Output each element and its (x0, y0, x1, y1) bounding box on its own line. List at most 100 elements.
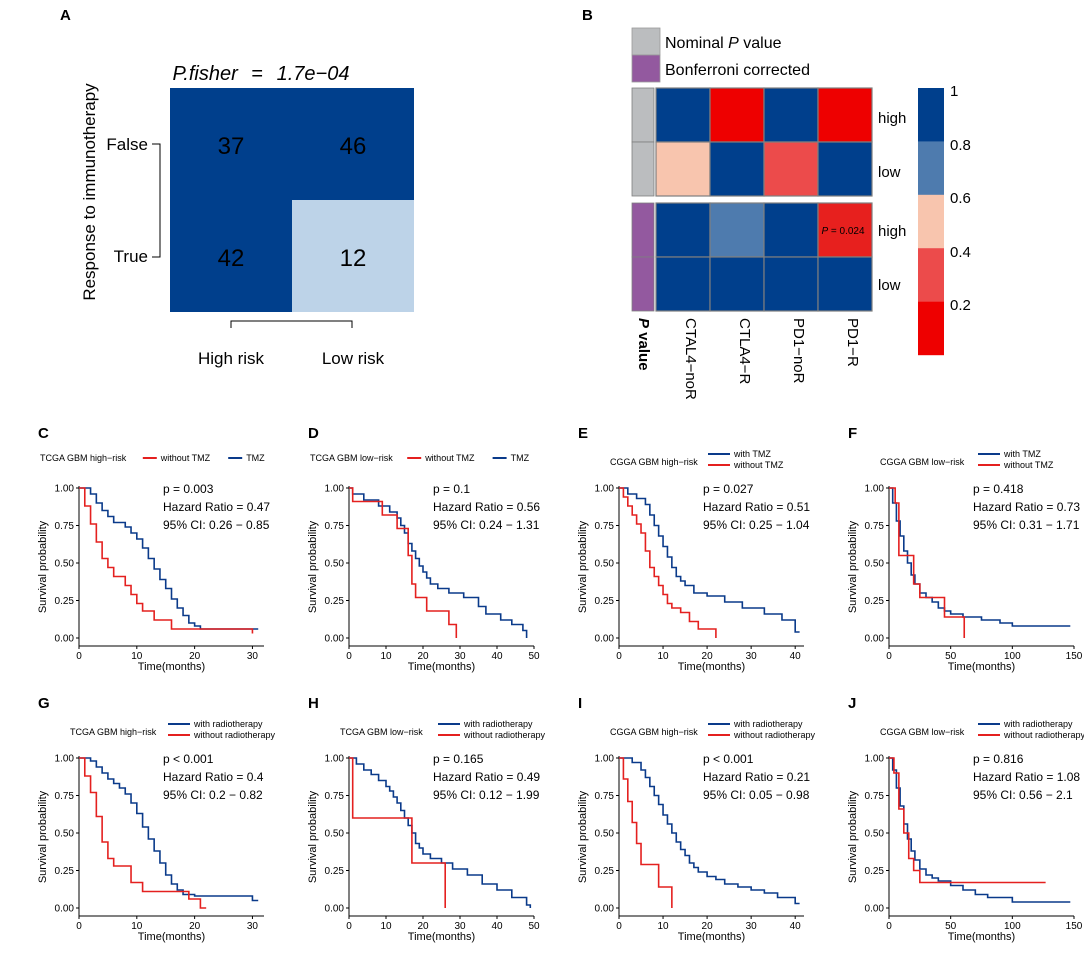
panel-label-j: J (848, 695, 856, 712)
y-tick-label: 0.00 (55, 904, 75, 915)
y-tick-label: 0.25 (865, 596, 885, 607)
colorbar-tick: 0.6 (950, 190, 971, 207)
colorbar-segment (918, 141, 944, 195)
km-panel-j: J CGGA GBM low−risk with radiotherapywitho… (847, 695, 1084, 943)
x-tick-label: 30 (746, 651, 758, 662)
x-tick-label: 20 (189, 921, 201, 932)
y-tick-label: 1.00 (55, 754, 75, 765)
heatmap-cell (709, 141, 765, 197)
legend-label: without TMZ (160, 453, 211, 463)
heatmap-cell (709, 202, 765, 258)
y-axis-label: Survival probability (577, 520, 589, 613)
legend-label: with TMZ (733, 449, 771, 459)
x-tick-label: 0 (616, 651, 622, 662)
legend-label: without TMZ (1003, 460, 1054, 470)
legend-label: with TMZ (1003, 449, 1041, 459)
x-tick-label: 40 (491, 921, 503, 932)
x-tick-label: 30 (247, 921, 259, 932)
x-tick-label: 150 (1066, 921, 1083, 932)
km-stat: 95% CI: 0.26 − 0.85 (163, 518, 270, 532)
x-tick-label: 10 (131, 651, 143, 662)
x-tick-label: 30 (746, 921, 758, 932)
x-tick-label: 20 (417, 651, 429, 662)
colorbar-tick: 0.2 (950, 297, 971, 314)
row-label-true: True (114, 247, 148, 266)
heatmap-cell (655, 202, 711, 258)
panel-label-g: G (38, 695, 50, 712)
km-stat: p = 0.027 (703, 482, 754, 496)
y-axis-label: Survival probability (37, 790, 49, 883)
fisher-title-eq: = (251, 63, 263, 85)
km-stat: Hazard Ratio = 0.21 (703, 770, 810, 784)
y-tick-label: 0.50 (325, 829, 345, 840)
legend-label-bonferroni: Bonferroni corrected (665, 62, 810, 79)
km-title: CGGA GBM high−risk (610, 727, 698, 737)
group-bar-cell (631, 256, 655, 312)
km-stat: 95% CI: 0.12 − 1.99 (433, 788, 540, 802)
legend-label: without TMZ (424, 453, 475, 463)
y-tick-label: 0.00 (595, 634, 615, 645)
km-curve-red (349, 487, 458, 638)
x-tick-label: 10 (380, 921, 392, 932)
y-tick-label: 0.50 (865, 829, 885, 840)
x-tick-label: 40 (790, 921, 802, 932)
x-axis-label: Time(months) (948, 931, 1015, 943)
km-stat: 95% CI: 0.31 − 1.71 (973, 518, 1080, 532)
pvalue-axis-label: P value (635, 318, 652, 371)
y-tick-label: 0.75 (865, 791, 885, 802)
colorbar (918, 88, 944, 356)
y-tick-label: 0.00 (55, 634, 75, 645)
y-tick-label: 0.50 (865, 559, 885, 570)
km-curve-blue (889, 757, 1071, 903)
heatmap-cell (763, 202, 819, 258)
legend-swatch-nominal (631, 27, 661, 56)
heatmap-cell (655, 256, 711, 312)
panel-label-f: F (848, 425, 857, 442)
group-annotation-bar (631, 87, 655, 312)
heatmap-col-label: PD1−noR (790, 318, 807, 384)
y-tick-label: 0.25 (595, 596, 615, 607)
y-axis-label: Survival probability (847, 520, 859, 613)
legend-label-nominal: Nominal P value (665, 35, 782, 52)
x-tick-label: 30 (247, 651, 259, 662)
x-tick-label: 30 (454, 921, 466, 932)
panel-label-b: B (582, 7, 593, 24)
x-tick-label: 0 (886, 651, 892, 662)
heatmap-col-label: PD1−R (844, 318, 861, 367)
heatmap-col-label: CTAL4−noR (682, 318, 699, 400)
heatmap-cell (763, 256, 819, 312)
km-stat: 95% CI: 0.05 − 0.98 (703, 788, 810, 802)
km-panel-d: D TCGA GBM low−risk without TMZ TMZ 0.00 0.25… (307, 425, 540, 673)
km-stat: Hazard Ratio = 1.08 (973, 770, 1080, 784)
y-tick-label: 0.75 (865, 521, 885, 532)
count-false-high: 37 (218, 133, 245, 160)
y-tick-label: 0.75 (325, 791, 345, 802)
fisher-title-prefix: P.fisher (173, 63, 240, 85)
colorbar-segment (918, 88, 944, 142)
km-title: TCGA GBM high−risk (70, 727, 157, 737)
x-tick-label: 50 (528, 921, 540, 932)
cell-annotation: P = 0.024 (821, 226, 865, 237)
y-tick-label: 0.75 (55, 791, 75, 802)
x-tick-label: 10 (380, 651, 392, 662)
y-tick-label: 0.00 (595, 904, 615, 915)
x-axis-label: Time(months) (678, 661, 745, 673)
km-curve-red (619, 487, 717, 638)
y-axis-label: Survival probability (37, 520, 49, 613)
x-tick-label: 20 (702, 651, 714, 662)
km-panels: C TCGA GBM high−risk without TMZ TMZ 0.00 0.2… (37, 425, 1084, 943)
heatmap-cell (709, 87, 765, 143)
group-bar-cell (631, 202, 655, 258)
km-stat: p = 0.165 (433, 752, 484, 766)
heatmap-row-label: low (878, 277, 901, 294)
y-tick-label: 0.75 (595, 521, 615, 532)
group-bar-cell (631, 141, 655, 197)
km-stat: p = 0.1 (433, 482, 470, 496)
km-stat: 95% CI: 0.25 − 1.04 (703, 518, 810, 532)
x-tick-label: 10 (131, 921, 143, 932)
x-axis-label: Time(months) (678, 931, 745, 943)
km-stat: Hazard Ratio = 0.49 (433, 770, 540, 784)
panel-a-contingency: A P.fisher = 1.7e−04 37 46 42 12 False T… (60, 7, 414, 368)
y-tick-label: 0.25 (865, 866, 885, 877)
y-tick-label: 1.00 (325, 754, 345, 765)
